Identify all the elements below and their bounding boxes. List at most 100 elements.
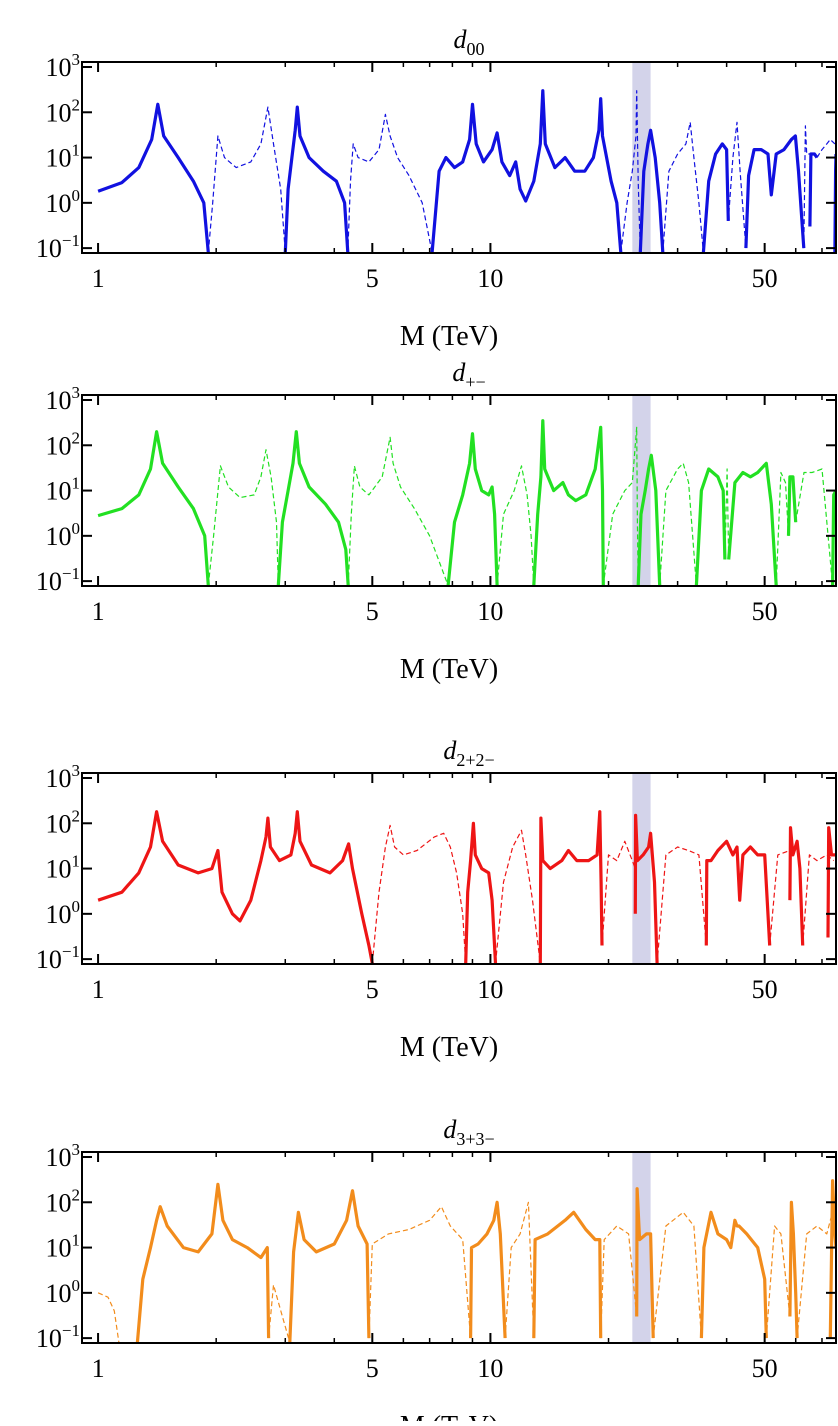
y-tick-exponent: −1 <box>62 942 80 961</box>
y-tick-base: 10 <box>46 386 72 415</box>
y-tick-base: 10 <box>46 431 72 460</box>
title-subscript: +− <box>465 372 485 392</box>
y-tick-exponent: 2 <box>72 1185 81 1204</box>
x-tick-label: 1 <box>92 1354 105 1383</box>
y-tick-exponent: 1 <box>72 474 81 493</box>
y-tick-base: 10 <box>46 809 72 838</box>
y-tick-base: 10 <box>46 522 72 551</box>
highlight-band <box>632 395 651 586</box>
y-tick-base: 10 <box>46 98 72 127</box>
data-line <box>135 1179 836 1343</box>
x-axis-label: M (TeV) <box>400 321 498 352</box>
y-tick-label: 10−1 <box>36 564 80 596</box>
y-tick-exponent: 2 <box>72 428 81 447</box>
y-tick-base: 10 <box>36 234 62 263</box>
data-line <box>371 824 835 964</box>
x-tick-label: 10 <box>477 975 503 1004</box>
y-tick-label: 102 <box>46 95 81 127</box>
x-tick-label: 10 <box>477 597 503 626</box>
y-tick-base: 10 <box>36 945 62 974</box>
y-tick-label: 101 <box>46 852 81 884</box>
y-tick-exponent: 0 <box>72 186 81 205</box>
title-subscript: 00 <box>467 39 485 59</box>
y-tick-exponent: 3 <box>72 1140 81 1159</box>
y-tick-exponent: 1 <box>72 141 81 160</box>
title-main: d <box>452 358 466 387</box>
data-line <box>207 90 836 253</box>
panel-title: d00 <box>454 25 485 59</box>
plot-frame <box>81 61 837 254</box>
y-tick-exponent: 0 <box>72 1276 81 1295</box>
y-tick-base: 10 <box>46 189 72 218</box>
x-tick-label: 1 <box>92 975 105 1004</box>
y-tick-exponent: 1 <box>72 1231 81 1250</box>
x-tick-label: 10 <box>477 264 503 293</box>
x-tick-label: 50 <box>752 1354 778 1383</box>
title-subscript: 3+3− <box>456 1129 494 1149</box>
panel-title: d2+2− <box>443 736 494 770</box>
y-tick-base: 10 <box>46 53 72 82</box>
data-line <box>207 426 834 586</box>
y-tick-label: 102 <box>46 806 81 838</box>
plot-lines <box>97 89 836 253</box>
title-subscript: 2+2− <box>456 750 494 770</box>
plot-lines <box>97 810 836 964</box>
y-tick-exponent: 3 <box>72 383 81 402</box>
x-tick-label: 5 <box>366 975 379 1004</box>
y-tick-label: 103 <box>46 761 81 793</box>
panel-title: d+− <box>452 358 485 392</box>
y-tick-exponent: −1 <box>62 564 80 583</box>
x-tick-label: 1 <box>92 264 105 293</box>
y-tick-base: 10 <box>46 477 72 506</box>
plot-frame <box>81 772 837 965</box>
title-main: d <box>443 1115 457 1144</box>
x-tick-label: 5 <box>366 1354 379 1383</box>
y-tick-label: 10−1 <box>36 1321 80 1353</box>
plot-lines <box>97 1179 836 1343</box>
y-tick-exponent: 3 <box>72 50 81 69</box>
x-tick-label: 50 <box>752 975 778 1004</box>
y-tick-label: 103 <box>46 383 81 415</box>
title-main: d <box>443 736 457 765</box>
y-tick-label: 101 <box>46 141 81 173</box>
title-main: d <box>454 25 468 54</box>
y-tick-base: 10 <box>46 900 72 929</box>
y-tick-base: 10 <box>36 1324 62 1353</box>
y-tick-exponent: 3 <box>72 761 81 780</box>
panel-title: d3+3− <box>443 1115 494 1149</box>
y-tick-base: 10 <box>46 855 72 884</box>
x-tick-label: 50 <box>752 264 778 293</box>
y-tick-exponent: 0 <box>72 897 81 916</box>
y-tick-base: 10 <box>46 1279 72 1308</box>
y-tick-base: 10 <box>46 764 72 793</box>
data-line <box>97 419 836 586</box>
y-tick-exponent: −1 <box>62 1321 80 1340</box>
data-line <box>97 89 836 253</box>
x-tick-label: 10 <box>477 1354 503 1383</box>
x-tick-label: 5 <box>366 597 379 626</box>
x-axis-label: M (TeV) <box>400 1032 498 1063</box>
highlight-band <box>632 1152 651 1343</box>
data-line <box>97 1201 833 1343</box>
y-tick-exponent: 1 <box>72 852 81 871</box>
x-tick-label: 50 <box>752 597 778 626</box>
y-tick-label: 101 <box>46 474 81 506</box>
y-tick-base: 10 <box>36 567 62 596</box>
y-tick-label: 100 <box>46 519 81 551</box>
data-line <box>97 810 836 964</box>
x-tick-label: 5 <box>366 264 379 293</box>
y-tick-exponent: −1 <box>62 231 80 250</box>
y-tick-base: 10 <box>46 1234 72 1263</box>
y-tick-label: 100 <box>46 897 81 929</box>
y-tick-base: 10 <box>46 1143 72 1172</box>
y-tick-exponent: 0 <box>72 519 81 538</box>
y-tick-base: 10 <box>46 1188 72 1217</box>
y-tick-label: 103 <box>46 50 81 82</box>
y-tick-label: 100 <box>46 186 81 218</box>
